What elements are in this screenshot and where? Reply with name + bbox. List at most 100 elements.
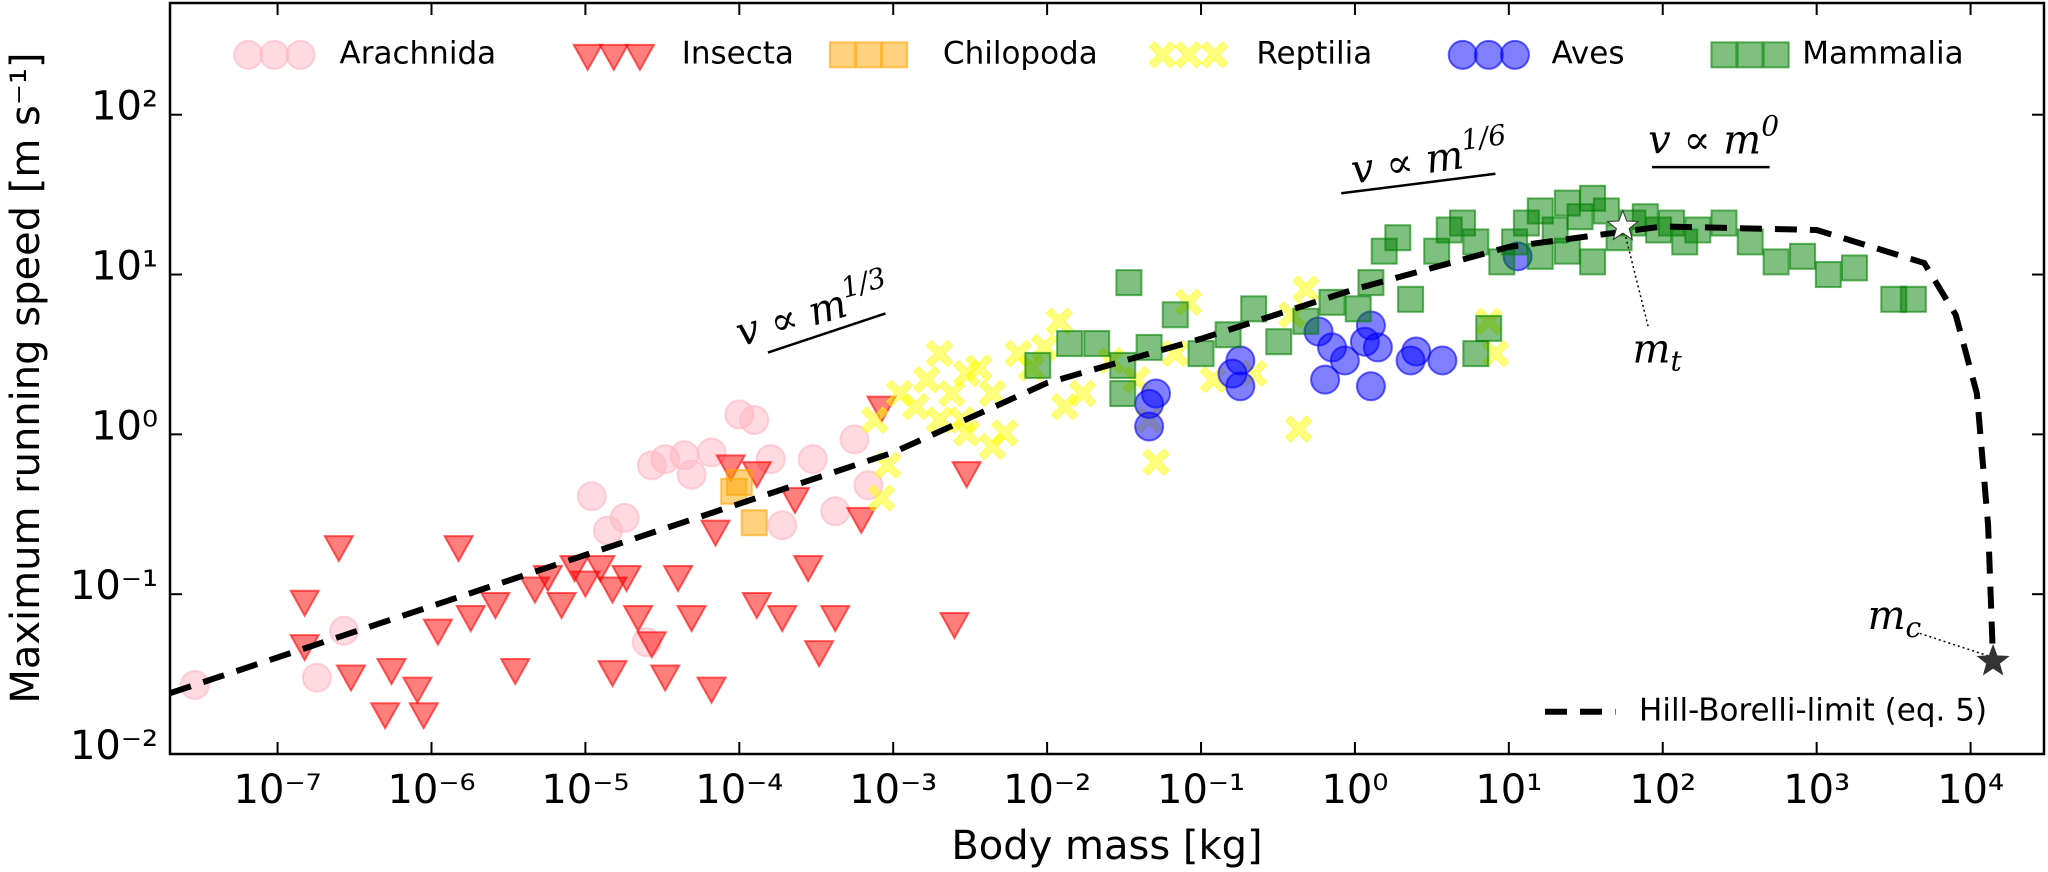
point — [925, 339, 954, 368]
legend-swatch — [1736, 41, 1764, 69]
y-tick-label: 10⁻¹ — [70, 563, 158, 609]
legend-swatch — [233, 39, 264, 70]
point — [301, 662, 332, 693]
annotation-text: m — [1633, 327, 1671, 373]
point — [422, 618, 454, 647]
point — [1475, 314, 1503, 342]
star-marker — [1606, 208, 1640, 241]
legend-swatch — [1473, 39, 1504, 70]
point — [1840, 254, 1868, 282]
x-tick-label: 10⁻⁴ — [695, 767, 783, 813]
legend-swatch — [828, 41, 856, 69]
point — [675, 605, 708, 634]
legend-label: Insecta — [682, 35, 794, 71]
x-tick-label: 10¹ — [1475, 767, 1542, 813]
point — [740, 509, 768, 537]
point — [1109, 380, 1137, 408]
legend-label: Reptilia — [1256, 35, 1372, 71]
x-tick-label: 10⁻⁷ — [234, 767, 322, 813]
legend-swatch — [1447, 39, 1478, 70]
point — [636, 631, 668, 660]
point — [519, 576, 551, 605]
plot-frame — [168, 1, 2046, 756]
point — [499, 658, 531, 687]
point — [741, 592, 773, 621]
hill-borelli-line — [169, 223, 1997, 697]
point — [861, 406, 889, 434]
point — [649, 664, 681, 693]
x-tick-label: 10⁻⁶ — [387, 767, 475, 813]
point — [1310, 364, 1341, 395]
y-tick-label: 10² — [91, 84, 158, 130]
point — [792, 555, 824, 584]
legend-swatch — [854, 41, 882, 69]
point — [569, 570, 602, 599]
annotation: v ∝ m0 — [1648, 109, 1779, 164]
point — [867, 484, 896, 512]
point — [1592, 197, 1620, 225]
legend-swatch — [1710, 41, 1738, 69]
annotation-underline — [1341, 172, 1496, 195]
point — [1553, 237, 1581, 265]
x-tick-label: 10³ — [1783, 767, 1850, 813]
point — [912, 365, 941, 394]
point — [323, 535, 355, 564]
point — [797, 444, 828, 475]
point — [720, 477, 748, 505]
point — [1068, 379, 1097, 408]
point — [584, 555, 617, 584]
x-tick-label: 10⁻⁵ — [541, 767, 629, 813]
x-axis-label: Body mass [kg] — [951, 823, 1262, 869]
point — [407, 702, 440, 731]
x-tick-label: 10⁰ — [1321, 767, 1388, 813]
y-tick-label: 10¹ — [91, 244, 158, 290]
annotation: mc — [1868, 593, 1922, 644]
point — [779, 486, 811, 516]
annotation-text: m — [1868, 593, 1906, 639]
annotation-superscript: 1/6 — [1459, 118, 1508, 157]
legend-swatch — [881, 41, 909, 69]
point — [1292, 307, 1320, 335]
point — [739, 404, 770, 435]
x-tick-label: 10⁻² — [1003, 767, 1091, 813]
legend-swatch — [1762, 41, 1790, 69]
point — [596, 576, 629, 605]
point — [695, 676, 728, 705]
point — [699, 519, 732, 548]
y-tick-label: 10⁻² — [70, 723, 158, 769]
point — [288, 589, 321, 618]
point — [1362, 332, 1393, 363]
point — [335, 664, 367, 693]
annotation-text: v ∝ m — [1648, 118, 1761, 164]
point — [1045, 307, 1074, 335]
annotation-underline — [767, 312, 886, 354]
point — [610, 564, 643, 594]
legend-swatch — [1200, 41, 1229, 69]
point — [442, 535, 475, 564]
point — [1384, 224, 1412, 252]
point — [1115, 269, 1143, 297]
annotation: mt — [1633, 327, 1683, 378]
point — [1024, 351, 1052, 379]
y-tick-label: 10⁰ — [91, 403, 158, 449]
point — [715, 454, 747, 483]
point — [1401, 336, 1432, 367]
point — [938, 612, 971, 641]
point — [622, 605, 654, 634]
y-axis-label: Maximum running speed [m s⁻¹] — [3, 52, 49, 703]
point — [1161, 301, 1189, 329]
point — [845, 506, 877, 535]
x-tick-label: 10⁻³ — [849, 767, 937, 813]
point — [938, 379, 966, 408]
point — [1899, 285, 1927, 313]
x-tick-label: 10⁻¹ — [1157, 767, 1245, 813]
point — [950, 461, 983, 490]
point — [766, 605, 798, 634]
point — [1134, 411, 1165, 442]
legend-label: Hill-Borelli-limit (eq. 5) — [1639, 692, 1987, 728]
point — [596, 660, 629, 689]
point — [455, 605, 487, 634]
point — [1762, 248, 1790, 276]
x-tick-label: 10⁴ — [1937, 767, 2004, 813]
annotation-superscript: 0 — [1761, 109, 1779, 142]
